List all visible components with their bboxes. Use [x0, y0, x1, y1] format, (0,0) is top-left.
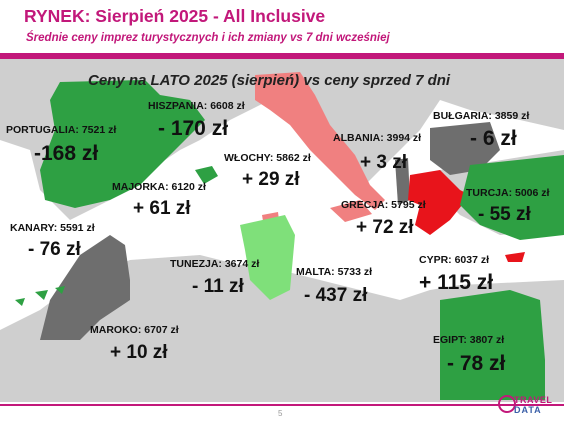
label-majorka: MAJORKA: 6120 zł	[112, 181, 206, 193]
region-majorka	[195, 166, 218, 184]
map-title: Ceny na LATO 2025 (sierpień) vs ceny spr…	[88, 72, 451, 89]
label-turcja: TURCJA: 5006 zł	[466, 187, 550, 199]
change-maroko: + 10 zł	[110, 342, 168, 363]
change-portugalia: -168 zł	[34, 142, 99, 165]
slide-header: RYNEK: Sierpień 2025 - All Inclusive Śre…	[0, 0, 564, 60]
travel-data-logo: TRAVEL DATA	[498, 395, 558, 421]
change-wlochy: + 29 zł	[242, 169, 300, 190]
logo-text-travel: TRAVEL	[514, 395, 553, 405]
region-albania	[395, 158, 410, 205]
label-tunezja: TUNEZJA: 3674 zł	[170, 258, 260, 270]
label-kanary: KANARY: 5591 zł	[10, 222, 95, 234]
change-majorka: + 61 zł	[133, 198, 191, 219]
slide-title: RYNEK: Sierpień 2025 - All Inclusive	[24, 6, 326, 26]
change-kanary: - 76 zł	[28, 239, 81, 260]
region-cypr	[505, 252, 525, 262]
footer-line	[0, 404, 564, 406]
region-bulgaria	[430, 122, 500, 175]
label-hiszpania: HISZPANIA: 6608 zł	[148, 100, 245, 112]
slide-subtitle: Średnie ceny imprez turystycznych i ich …	[26, 32, 390, 44]
logo-text-data: DATA	[514, 405, 542, 415]
logo-globe-icon	[498, 395, 516, 413]
region-iberia	[40, 80, 205, 208]
region-turcja	[460, 155, 564, 240]
label-egipt: EGIPT: 3807 zł	[433, 334, 505, 346]
label-wlochy: WŁOCHY: 5862 zł	[224, 152, 311, 164]
region-grecja	[408, 170, 470, 235]
label-bulgaria: BUŁGARIA: 3859 zł	[433, 110, 530, 122]
region-egipt	[440, 290, 545, 400]
change-tunezja: - 11 zł	[192, 276, 244, 297]
label-albania: ALBANIA: 3994 zł	[333, 132, 422, 144]
change-malta: - 437 zł	[304, 285, 368, 306]
region-maroko	[40, 235, 130, 340]
mediterranean-map	[0, 59, 564, 402]
land-africa	[0, 255, 564, 402]
region-tunezja	[240, 215, 295, 300]
region-kanary	[15, 286, 65, 306]
label-cypr: CYPR: 6037 zł	[419, 254, 490, 266]
change-cypr: + 115 zł	[419, 271, 494, 294]
label-portugalia: PORTUGALIA: 7521 zł	[6, 124, 117, 136]
region-sicily	[330, 200, 372, 222]
change-turcja: - 55 zł	[478, 204, 531, 225]
change-grecja: + 72 zł	[356, 217, 414, 238]
page-number: 5	[278, 409, 283, 418]
change-bulgaria: - 6 zł	[470, 127, 517, 150]
change-egipt: - 78 zł	[447, 352, 506, 375]
label-malta: MALTA: 5733 zł	[296, 266, 373, 278]
label-maroko: MAROKO: 6707 zł	[90, 324, 179, 336]
region-wlochy	[255, 72, 385, 210]
header-divider	[0, 53, 564, 59]
change-hiszpania: - 170 zł	[158, 117, 229, 140]
change-albania: + 3 zł	[360, 152, 407, 173]
label-grecja: GRECJA: 5795 zł	[341, 199, 426, 211]
map-svg	[0, 59, 564, 402]
